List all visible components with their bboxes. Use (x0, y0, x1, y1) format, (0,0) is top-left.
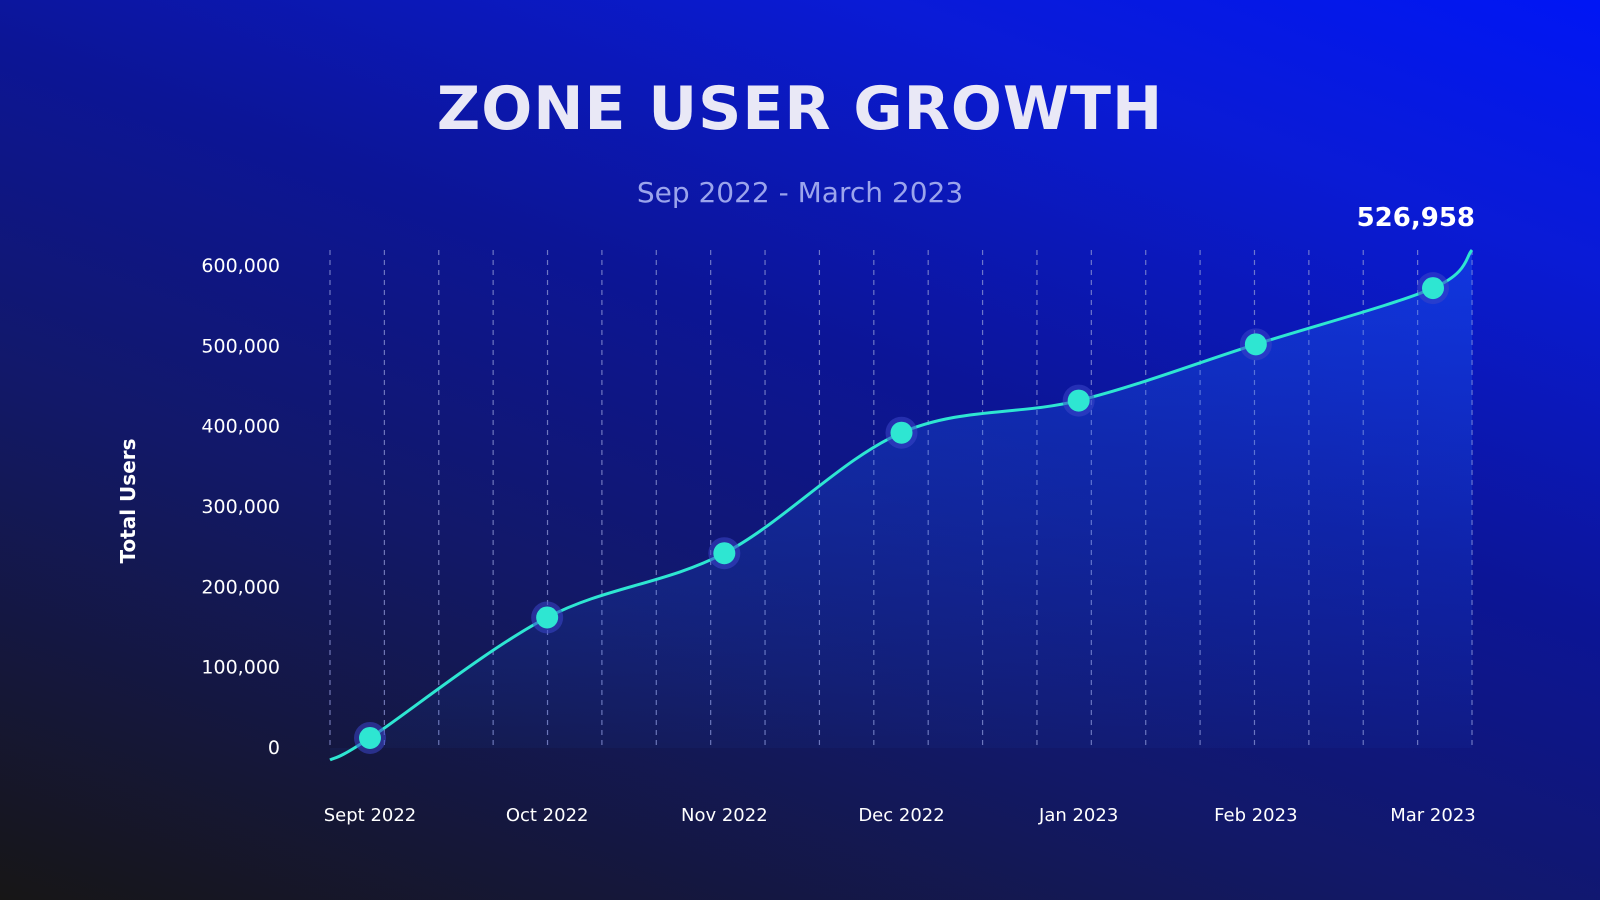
y-tick-label: 0 (268, 737, 280, 759)
x-tick-label: Dec 2022 (858, 805, 944, 826)
data-point (1244, 333, 1267, 356)
latest-value-annotation: 526,958 (1357, 203, 1475, 233)
x-tick-label: Jan 2023 (1038, 805, 1118, 826)
chart-title: ZONE USER GROWTH (436, 74, 1164, 144)
data-point (536, 606, 559, 629)
data-markers (354, 272, 1449, 754)
data-point (890, 421, 913, 444)
data-point (713, 542, 736, 565)
data-point (359, 726, 381, 749)
x-tick-label: Mar 2023 (1390, 805, 1476, 826)
x-tick-label: Oct 2022 (506, 805, 589, 826)
y-tick-label: 600,000 (201, 255, 280, 277)
x-tick-label: Nov 2022 (681, 805, 768, 826)
chart-subtitle: Sep 2022 - March 2023 (636, 176, 964, 209)
y-tick-label: 300,000 (201, 496, 280, 518)
y-tick-label: 500,000 (201, 335, 280, 357)
area-fill (330, 250, 1472, 760)
x-axis-ticks: Sept 2022 Oct 2022 Nov 2022 Dec 2022 Jan 202… (324, 805, 1476, 826)
y-tick-label: 100,000 (201, 657, 280, 679)
data-point (1067, 389, 1090, 412)
x-tick-label: Feb 2023 (1214, 805, 1297, 826)
y-tick-label: 200,000 (201, 576, 280, 598)
y-tick-label: 400,000 (201, 416, 280, 438)
x-tick-label: Sept 2022 (324, 805, 417, 826)
data-point (1422, 277, 1444, 300)
y-axis-ticks: 0 100,000 200,000 300,000 400,000 500,000 600,… (201, 255, 280, 759)
